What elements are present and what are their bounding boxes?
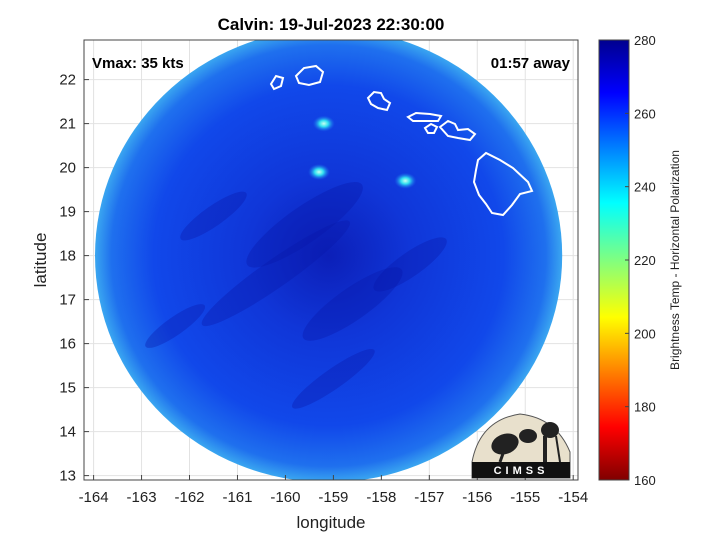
dark-rainbands xyxy=(145,182,447,409)
rainband xyxy=(145,304,206,348)
x-tick-label: -163 xyxy=(127,489,157,506)
axes-frame xyxy=(83,39,579,481)
x-tick-label: -154 xyxy=(558,489,588,506)
time-away-annotation: 01:57 away xyxy=(491,55,571,72)
warm-spot xyxy=(312,115,335,132)
rainband xyxy=(302,267,403,341)
colorbar-tick-label: 220 xyxy=(634,253,656,268)
coastline-niihau xyxy=(269,74,285,91)
cimss-logo: CIMSS xyxy=(471,413,571,479)
y-tick-label: 17 xyxy=(59,292,76,309)
y-tick-label: 21 xyxy=(59,116,76,133)
rainband xyxy=(180,191,247,241)
coastline-kauai xyxy=(294,64,325,87)
x-tick-label: -156 xyxy=(462,489,492,506)
satellite-dish-icon xyxy=(491,433,519,455)
warm-spot xyxy=(394,172,417,189)
x-tick-label: -158 xyxy=(366,489,396,506)
coastline-maui xyxy=(438,119,477,142)
x-tick-label: -162 xyxy=(174,489,204,506)
warm-spot xyxy=(308,164,331,180)
y-tick-label: 14 xyxy=(59,424,76,441)
x-tick-label: -160 xyxy=(270,489,300,506)
colorbar-tick-label: 180 xyxy=(634,400,656,415)
colorbar-tick-label: 240 xyxy=(634,180,656,195)
y-axis-ticks: 13 14 15 16 17 18 19 20 21 22 xyxy=(59,72,89,485)
colorbar-tick-label: 200 xyxy=(634,326,656,341)
y-axis-label: latitude xyxy=(31,233,50,288)
colorbar-tick-label: 260 xyxy=(634,106,656,121)
x-tick-label: -164 xyxy=(79,489,109,506)
warm-spots xyxy=(308,115,417,189)
y-tick-label: 18 xyxy=(59,248,76,265)
x-axis-label: longitude xyxy=(296,513,365,532)
water-tower-icon xyxy=(543,436,547,462)
vmax-annotation: Vmax: 35 kts xyxy=(92,55,184,72)
colorbar-label: Brightness Temp - Horizontal Polarizatio… xyxy=(668,150,682,370)
x-tick-label: -155 xyxy=(510,489,540,506)
rainband xyxy=(201,220,351,327)
rainband xyxy=(373,237,447,292)
coastline-lanai xyxy=(423,122,439,134)
scan-swath xyxy=(95,40,563,480)
coastlines xyxy=(269,64,534,217)
coastline-oahu xyxy=(366,90,392,112)
y-tick-label: 16 xyxy=(59,336,76,353)
coastline-molokai xyxy=(406,111,443,122)
cimss-logo-text: CIMSS xyxy=(494,465,549,477)
rainband xyxy=(246,182,363,268)
x-tick-label: -161 xyxy=(222,489,252,506)
y-tick-label: 20 xyxy=(59,160,76,177)
x-axis-ticks: -164 -163 -162 -161 -160 -159 -158 -157 -156 -155… xyxy=(79,475,588,506)
chart-title: Calvin: 19-Jul-2023 22:30:00 xyxy=(218,15,445,34)
brightness-field xyxy=(95,40,563,480)
y-tick-label: 22 xyxy=(59,72,76,89)
coastline-hawaii xyxy=(472,151,534,217)
colorbar xyxy=(598,39,630,481)
y-tick-label: 15 xyxy=(59,380,76,397)
colorbar-tick-label: 160 xyxy=(634,473,656,488)
y-tick-label: 13 xyxy=(59,468,76,485)
rainband xyxy=(292,348,375,409)
y-tick-label: 19 xyxy=(59,204,76,221)
x-tick-label: -157 xyxy=(414,489,444,506)
colorbar-ticks: 160 180 200 220 240 260 280 xyxy=(625,33,656,488)
x-tick-label: -159 xyxy=(318,489,348,506)
colorbar-tick-label: 280 xyxy=(634,33,656,48)
